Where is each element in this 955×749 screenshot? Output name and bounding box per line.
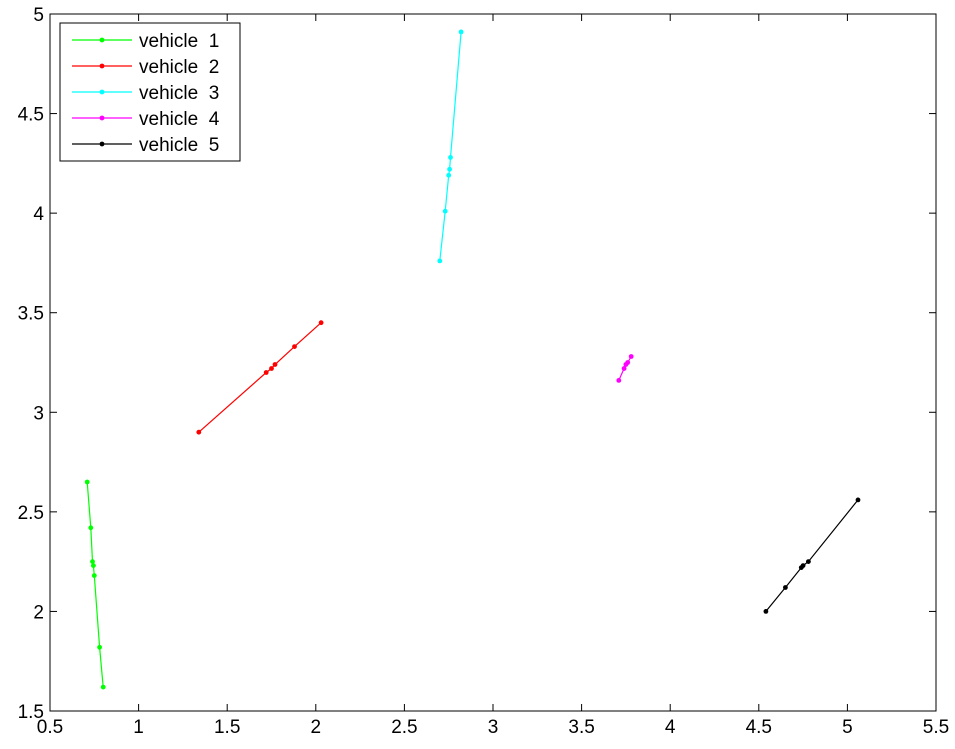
data-point <box>447 166 452 172</box>
data-point <box>448 155 453 160</box>
legend-item: vehicle 2 <box>72 57 219 78</box>
y-tick-label: 4.5 <box>18 105 44 126</box>
legend-label: vehicle 1 <box>139 31 219 52</box>
x-tick-label: 3.5 <box>568 717 594 738</box>
data-point <box>806 559 811 564</box>
data-point <box>91 563 96 568</box>
x-tick-label: 4.5 <box>746 717 772 738</box>
data-point <box>442 208 448 214</box>
legend-item: vehicle 4 <box>72 109 220 130</box>
y-tick-label: 5 <box>33 5 44 26</box>
legend-label: vehicle 3 <box>139 83 219 104</box>
legend-label: vehicle 5 <box>139 135 219 156</box>
y-tick-label: 3 <box>33 403 44 424</box>
data-point <box>855 497 861 503</box>
data-point <box>292 344 297 349</box>
data-point <box>763 609 769 614</box>
data-point <box>783 585 788 590</box>
legend-swatch-marker <box>99 37 105 43</box>
series-line <box>765 499 859 612</box>
data-point <box>616 378 622 383</box>
data-point <box>446 172 452 178</box>
data-point <box>272 362 278 367</box>
series-line <box>86 481 104 688</box>
series-vehicle-3 <box>437 29 464 264</box>
y-tick-label: 3.5 <box>18 304 44 325</box>
legend-item: vehicle 1 <box>72 31 219 52</box>
x-tick-label: 0.5 <box>37 717 63 738</box>
legend-item: vehicle 5 <box>72 135 219 156</box>
y-tick-label: 2 <box>33 602 44 623</box>
data-point <box>196 429 202 435</box>
x-axis: 0.5 1 1.5 2 2.5 3 3.5 4 4.5 5 5.5 <box>37 14 949 738</box>
x-tick-label: 2.5 <box>391 717 417 738</box>
data-point <box>628 354 634 359</box>
x-tick-label: 1.5 <box>214 717 240 738</box>
series-line <box>439 31 462 261</box>
data-point <box>437 258 443 264</box>
legend-label: vehicle 4 <box>139 109 220 130</box>
data-point <box>84 479 90 485</box>
data-point <box>100 684 106 690</box>
series-layer <box>84 29 861 690</box>
y-tick-label: 1.5 <box>18 702 44 723</box>
series-vehicle-2 <box>196 320 324 435</box>
series-vehicle-5 <box>763 497 861 614</box>
legend-item: vehicle 3 <box>72 83 219 104</box>
series-vehicle-4 <box>616 354 634 383</box>
data-point <box>97 644 102 650</box>
x-tick-label: 5 <box>842 717 853 738</box>
x-tick-label: 5.5 <box>923 717 949 738</box>
data-point <box>269 366 274 371</box>
legend-swatch-marker <box>99 115 105 121</box>
data-point <box>625 360 631 365</box>
data-point <box>800 563 806 568</box>
data-point <box>90 559 95 564</box>
data-point <box>621 366 627 371</box>
data-point <box>458 29 464 35</box>
data-point <box>318 320 324 326</box>
data-point <box>263 370 269 375</box>
series-line <box>198 322 322 433</box>
legend-label: vehicle 2 <box>139 57 219 78</box>
y-axis: 1.5 2 2.5 3 3.5 4 4.5 5 <box>18 5 936 723</box>
x-tick-label: 1 <box>133 717 144 738</box>
legend-swatch-marker <box>99 141 105 147</box>
x-tick-label: 4 <box>665 717 676 738</box>
legend-swatch-marker <box>99 63 105 69</box>
data-point <box>88 525 94 531</box>
data-point <box>91 573 97 578</box>
series-vehicle-1 <box>84 479 106 690</box>
x-tick-label: 3 <box>488 717 499 738</box>
x-tick-label: 2 <box>311 717 322 738</box>
y-tick-label: 4 <box>33 204 44 225</box>
y-tick-label: 2.5 <box>18 503 44 524</box>
legend-swatch-marker <box>99 89 105 95</box>
legend: vehicle 1 vehicle 2 vehicle 3 vehicle 4 vehi… <box>59 22 241 162</box>
